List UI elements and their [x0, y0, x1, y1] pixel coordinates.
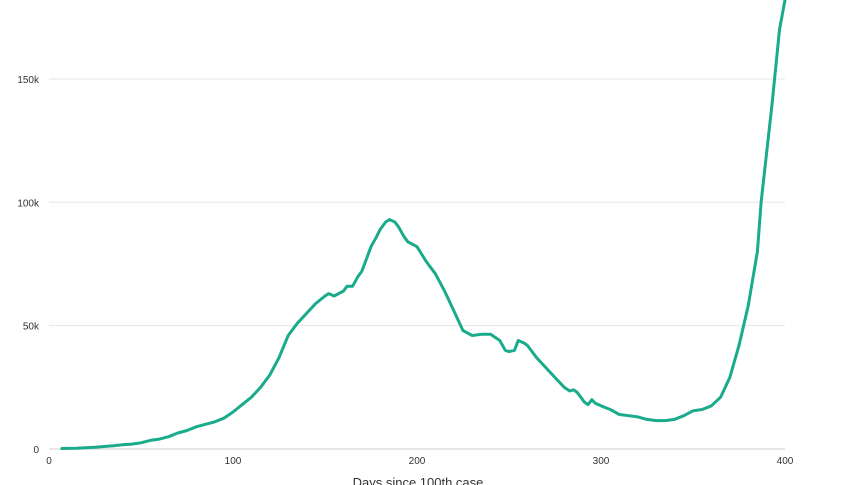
y-axis-tick-labels: 0 50k 100k 150k	[17, 75, 40, 456]
x-tick-label: 300	[593, 456, 610, 467]
x-tick-label: 200	[409, 456, 426, 467]
y-tick-label: 100k	[17, 198, 40, 209]
gridlines	[49, 78, 785, 450]
x-tick-label: 0	[46, 456, 52, 467]
y-tick-label: 50k	[23, 322, 40, 333]
y-tick-label: 150k	[17, 75, 40, 86]
x-axis-title: Days since 100th case	[353, 475, 484, 485]
x-axis-tick-labels: 0 100 200 300 400	[46, 456, 794, 467]
x-tick-label: 100	[225, 456, 242, 467]
x-tick-label: 400	[777, 456, 794, 467]
series-line	[60, 0, 787, 450]
y-tick-label: 0	[33, 445, 39, 456]
series-lines	[60, 0, 787, 450]
